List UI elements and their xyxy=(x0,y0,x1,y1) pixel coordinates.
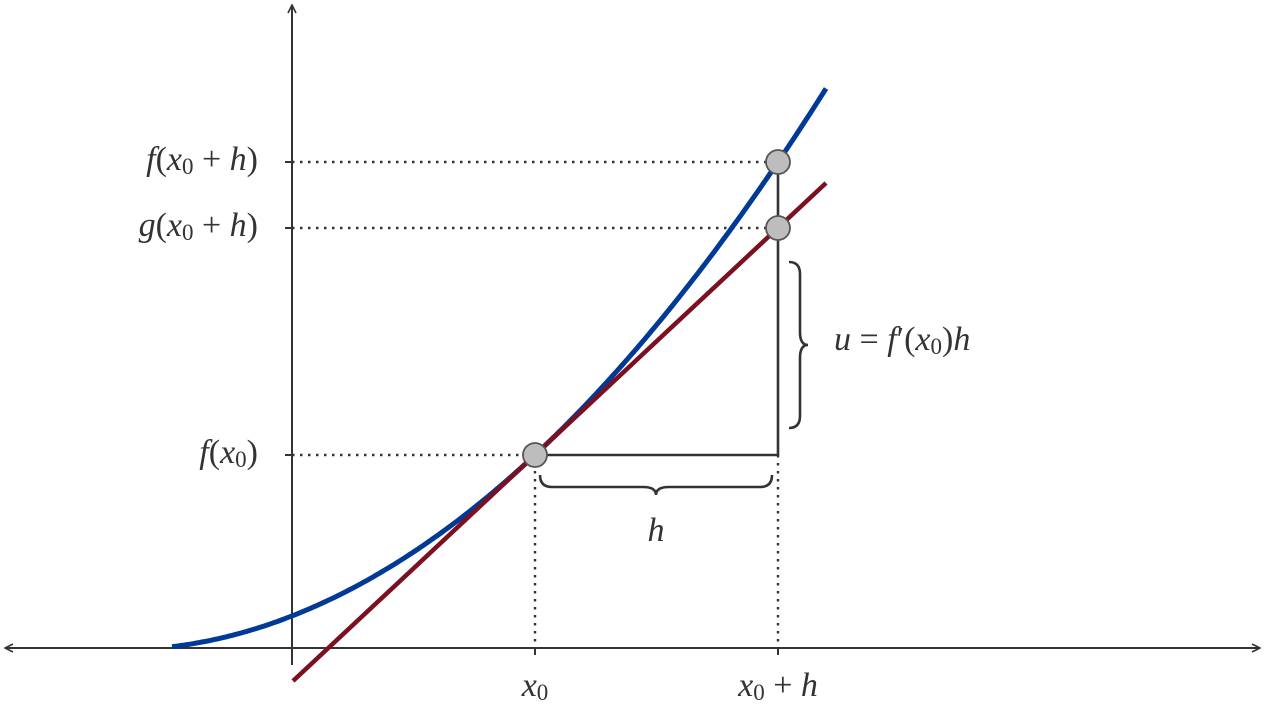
label-part: u xyxy=(834,321,851,358)
label-part: ′ xyxy=(897,321,904,358)
label-part: h xyxy=(801,667,818,704)
math-label: h xyxy=(648,512,665,549)
label-part: ( xyxy=(156,207,167,244)
label-part: + xyxy=(765,667,801,704)
math-label: x0 + h xyxy=(737,667,818,705)
point xyxy=(522,442,548,468)
vertical-brace xyxy=(788,260,809,430)
label-part: ( xyxy=(209,434,220,471)
tangent-line xyxy=(291,181,828,683)
label-part: 0 xyxy=(235,447,247,472)
math-label: x0 xyxy=(521,667,549,705)
horizontal-brace xyxy=(538,474,774,496)
y-ticks xyxy=(285,161,779,655)
label-part: x xyxy=(521,667,537,704)
label-part: + xyxy=(193,141,229,178)
guides xyxy=(292,160,780,648)
label-part: h xyxy=(230,207,247,244)
label-part: ) xyxy=(247,207,258,244)
math-label: f(x0 + h) xyxy=(146,141,258,179)
label-part: x xyxy=(166,141,182,178)
math-label: u = f′(x0)h xyxy=(834,321,970,359)
triangle-legs xyxy=(535,162,780,457)
label-part: h xyxy=(648,512,665,549)
label-part: g xyxy=(139,207,156,244)
label-part: h xyxy=(953,321,970,358)
math-label: g(x0 + h) xyxy=(139,207,258,245)
points xyxy=(522,149,791,468)
label-part: ( xyxy=(904,321,915,358)
label-part: x xyxy=(219,434,235,471)
label-part: h xyxy=(230,141,247,178)
label-part: x xyxy=(166,207,182,244)
label-part: 0 xyxy=(537,680,549,705)
label-part: 0 xyxy=(753,680,765,705)
labels: f(x0 + h)g(x0 + h)f(x0)x0 x0 + hhu = f′(x… xyxy=(139,141,971,705)
label-part: 0 xyxy=(931,334,943,359)
point xyxy=(765,149,791,175)
label-part: ( xyxy=(156,141,167,178)
function-curve xyxy=(171,87,829,650)
label-part: + xyxy=(193,207,229,244)
label-part: = xyxy=(851,321,887,358)
point xyxy=(765,215,791,241)
label-part: x xyxy=(737,667,753,704)
label-part: ) xyxy=(247,434,258,471)
label-part: 0 xyxy=(182,154,194,179)
label-part: 0 xyxy=(182,220,194,245)
label-part: x xyxy=(914,321,930,358)
label-part: ) xyxy=(247,141,258,178)
math-label: f(x0) xyxy=(199,434,258,472)
label-part: ) xyxy=(942,321,953,358)
